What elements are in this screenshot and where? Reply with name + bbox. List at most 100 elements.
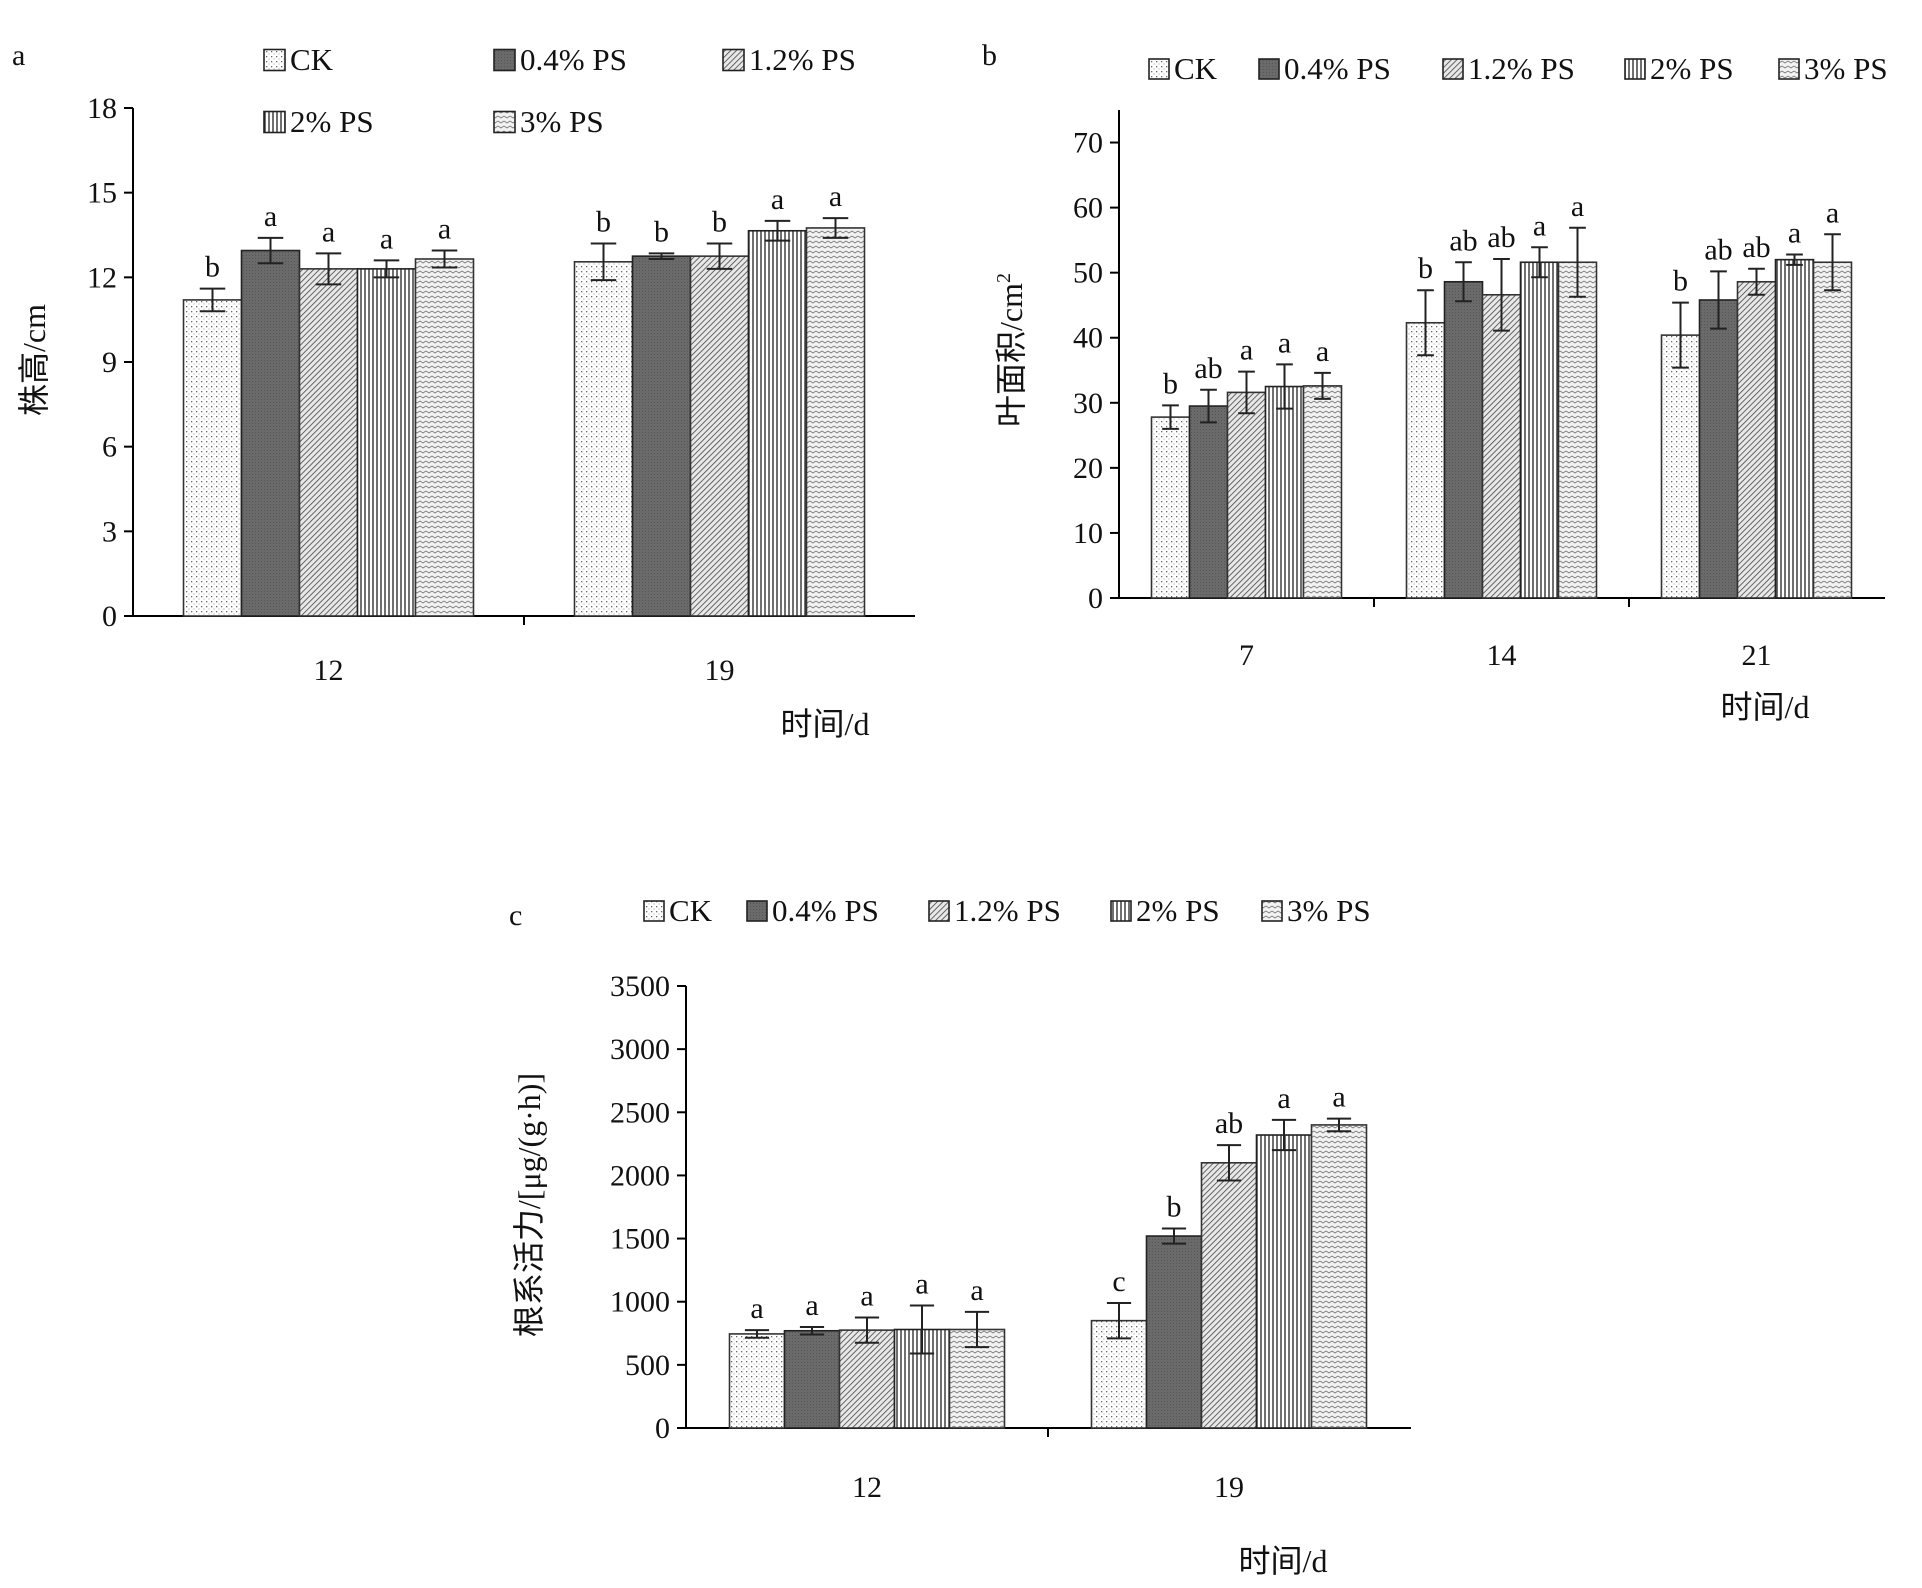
bar-0-4-ps-14 [1443,280,1484,599]
legend-swatch [1778,58,1800,80]
bar-2-ps-14 [1519,261,1560,599]
bar-ck-19 [573,261,634,617]
y-tick-label: 1500 [610,1223,670,1256]
x-tick-label: 12 [852,1471,882,1504]
error-bar [199,287,226,313]
significance-letter: a [829,180,842,213]
error-bar [1569,226,1586,298]
error-bar [909,1304,935,1355]
significance-letter: a [970,1274,983,1307]
legend-swatch [643,900,665,922]
legend: CK 0.4% PS 1.2% PS 2% PS 3% PS [263,42,856,139]
error-bar [590,242,617,282]
panel-label: b [982,39,997,72]
significance-letter: a [1278,326,1291,359]
error-bar [1200,388,1217,424]
significance-letter: ab [1449,224,1477,257]
error-bar [1748,267,1765,296]
y-tick-label: 12 [87,261,117,294]
error-bar [648,252,675,260]
error-bar [1216,1144,1242,1182]
legend-swatch [1442,58,1464,80]
y-tick-label: 70 [1073,127,1103,160]
y-tick-label: 2000 [610,1159,670,1192]
bar-3-ps-7 [1302,385,1343,599]
bar-ck-21 [1660,334,1701,599]
bar-0-4-ps-19 [1145,1235,1203,1429]
bar-0-4-ps-21 [1698,299,1739,599]
legend-label: 3% PS [1804,51,1888,86]
x-tick-label: 7 [1239,639,1254,672]
legend-label: 2% PS [1650,51,1734,86]
legend-item-1-2-ps: 1.2% PS [928,893,1061,928]
error-bar [964,1310,990,1349]
y-tick-label: 3500 [610,970,670,1003]
bar-0-4-ps-12 [783,1329,841,1429]
y-tick-label: 0 [102,600,117,633]
error-bar [822,217,849,239]
chart-panel-a: a 0 3 6 9 12 15 18 12 b a a a a 19 b b b a a 时间/d 株高/cm CK 0.4%… [12,39,915,742]
legend-label: CK [1174,51,1218,86]
y-tick-label: 20 [1073,452,1103,485]
y-axis-label: 株高/cm [16,304,52,416]
y-axis-label: 叶面积/cm2 [993,273,1029,427]
error-bar [706,242,733,270]
legend-swatch [1261,900,1283,922]
y-tick-label: 6 [102,431,117,464]
bar-3-ps-19 [805,227,866,617]
x-tick-label: 14 [1487,639,1517,672]
bar-3-ps-12 [414,258,475,617]
significance-letter: b [1163,367,1178,400]
error-bar [1824,233,1841,292]
bar-0-4-ps-12 [240,249,301,617]
panel-label: a [12,39,25,72]
legend-item-0-4-ps: 0.4% PS [746,893,879,928]
significance-letter: b [1418,252,1433,285]
error-bar [1786,253,1803,266]
bar-ck-14 [1405,321,1446,599]
bar-1-2-ps-21 [1736,280,1777,599]
legend: CK 0.4% PS 1.2% PS 2% PS 3% PS [1148,51,1888,86]
y-axis-label-superscript: 2 [993,273,1015,283]
legend-label: 0.4% PS [520,42,627,77]
bar-1-2-ps-19 [1200,1162,1258,1429]
legend-item-3-ps: 3% PS [493,104,604,139]
legend-item-0-4-ps: 0.4% PS [1258,51,1391,86]
significance-letter: a [771,183,784,216]
chart-panel-c: c 0 500 1000 1500 2000 2500 3000 3500 12 a a a a a 19 c b… [509,893,1411,1579]
error-bar [1531,246,1548,279]
significance-letter: c [1112,1265,1125,1298]
x-axis-label: 时间/d [1239,1543,1328,1579]
legend-swatch [263,48,286,72]
legend-label: 2% PS [1136,893,1220,928]
bar-1-2-ps-12 [838,1329,896,1429]
significance-letter: a [438,213,451,246]
significance-letter: b [205,251,220,284]
significance-letter: a [322,215,335,248]
bar-2-ps-7 [1264,385,1305,599]
bar-1-2-ps-7 [1226,391,1267,599]
legend-item-ck: CK [263,42,334,77]
y-tick-label: 40 [1073,322,1103,355]
x-tick-label: 21 [1742,639,1772,672]
x-axis-label: 时间/d [781,706,870,742]
significance-letter: a [380,222,393,255]
legend-item-3-ps: 3% PS [1261,893,1371,928]
bar-3-ps-14 [1557,261,1598,599]
bar-ck-12 [182,299,243,617]
bar-ck-7 [1150,416,1191,599]
significance-letter: a [915,1268,928,1301]
error-bar [373,259,400,279]
significance-letter: a [860,1280,873,1313]
legend-item-ck: CK [643,893,713,928]
bar-0-4-ps-7 [1188,405,1229,599]
significance-letter: ab [1215,1107,1243,1140]
error-bar [1162,404,1179,430]
legend-swatch [746,900,768,922]
y-tick-label: 15 [87,177,117,210]
legend-swatch [722,48,745,72]
legend-label: 0.4% PS [1284,51,1391,86]
bar-2-ps-19 [1255,1134,1313,1429]
bar-2-ps-19 [747,229,808,617]
